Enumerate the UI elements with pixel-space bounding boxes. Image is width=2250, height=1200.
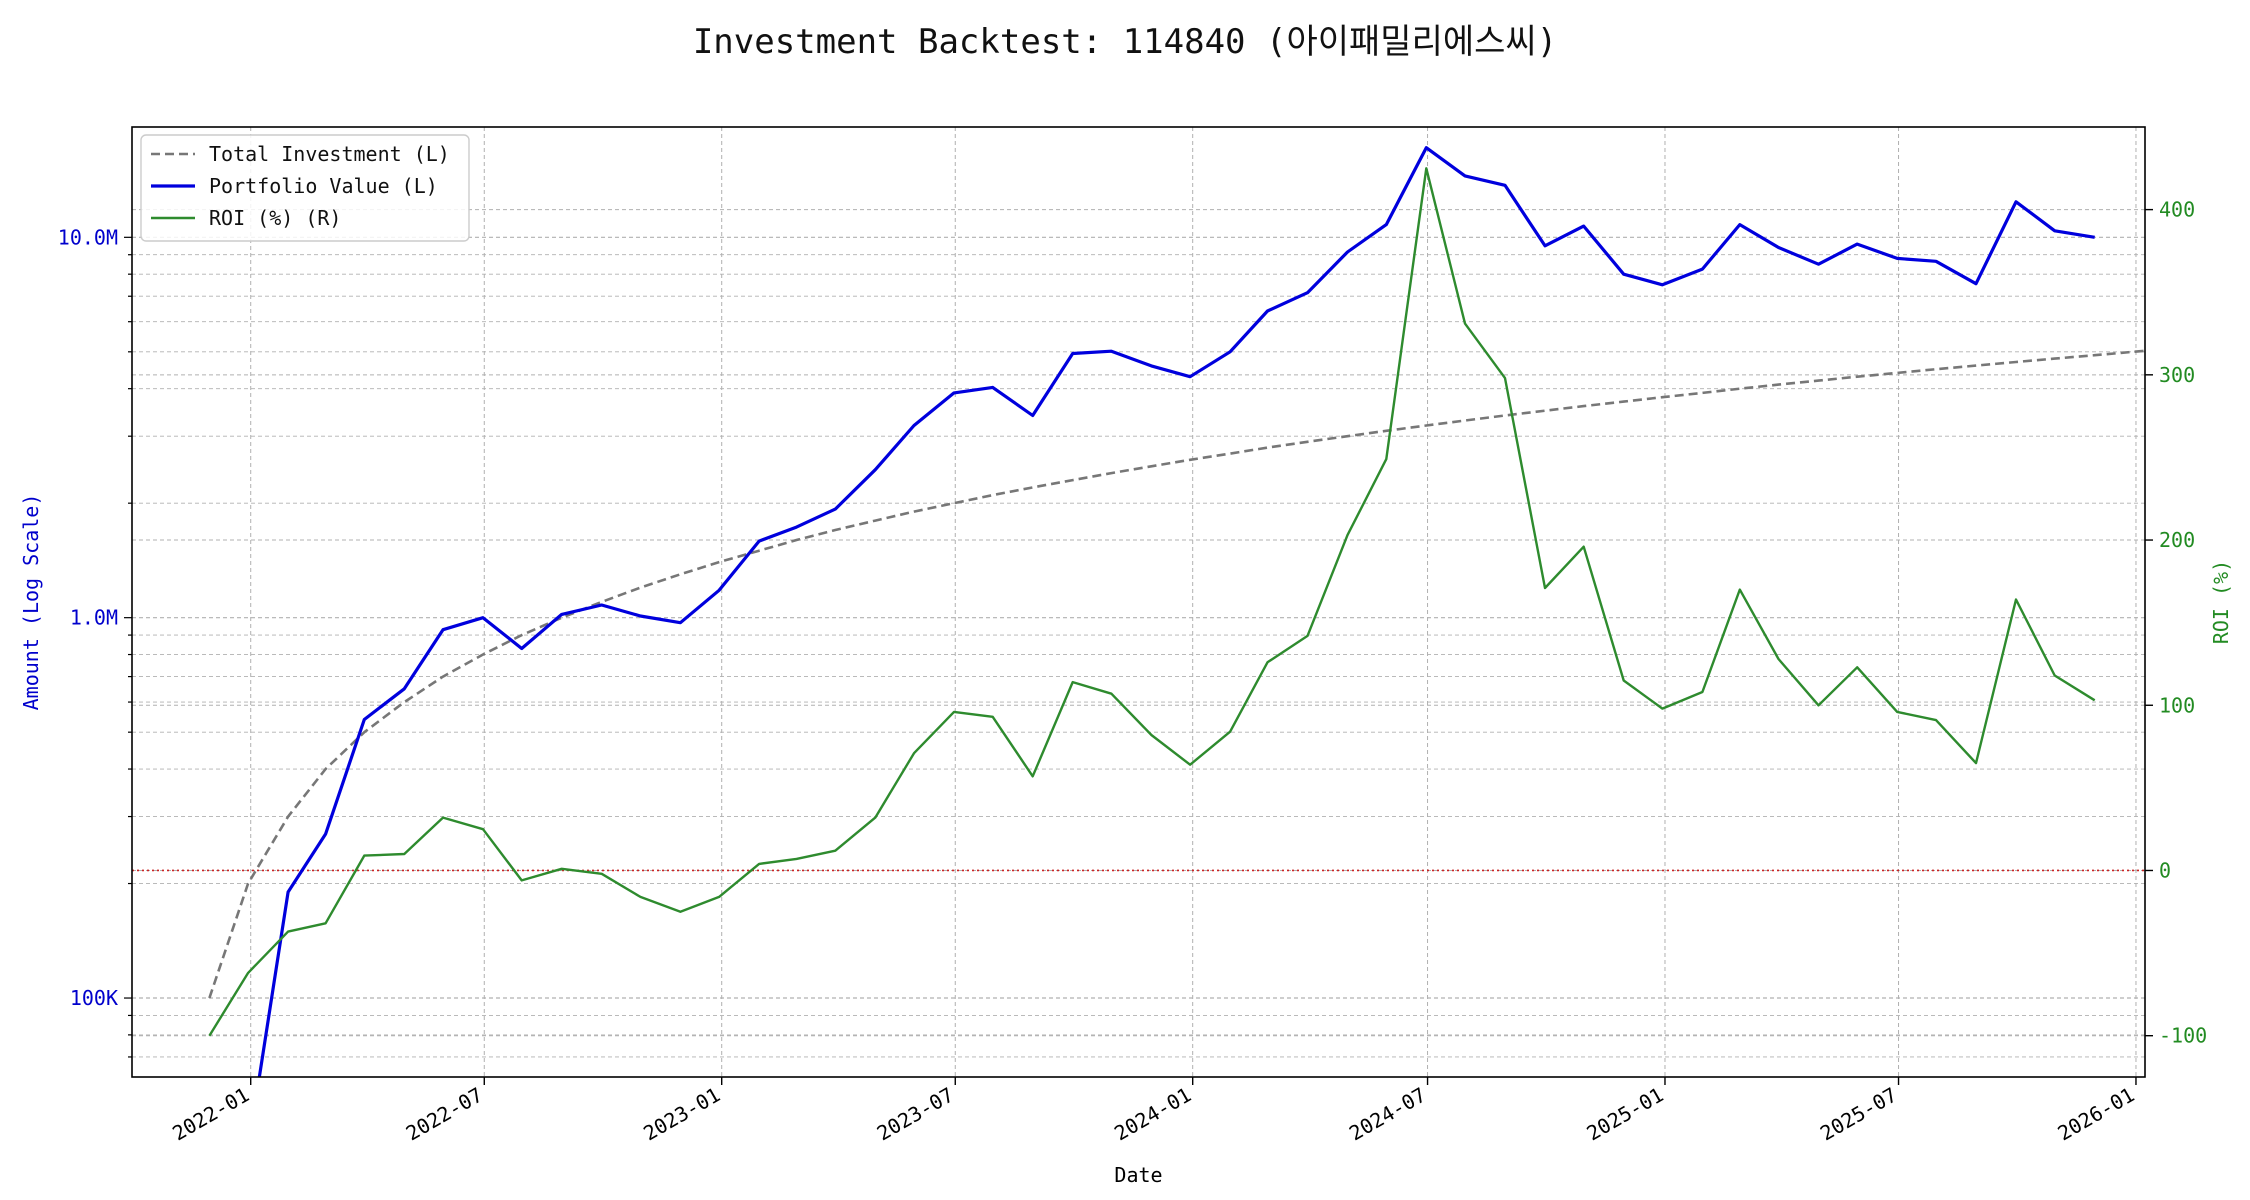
x-tick-label: 2025-01 <box>1582 1083 1667 1146</box>
legend-label: Total Investment (L) <box>209 142 450 166</box>
x-tick-label: 2024-07 <box>1345 1083 1430 1146</box>
legend: Total Investment (L) Portfolio Value (L) R… <box>140 134 470 242</box>
x-tick-label: 2023-07 <box>873 1083 958 1146</box>
plot-frame <box>131 126 2146 1078</box>
y-left-axis-label: Amount (Log Scale) <box>19 494 43 711</box>
chart-title: Investment Backtest: 114840 (아이패밀리에스씨) <box>692 22 1558 62</box>
y-left-tick-label: 10.0M <box>58 225 118 249</box>
y-right-tick-label: 0 <box>2159 858 2171 882</box>
legend-label: ROI (%) (R) <box>209 206 341 230</box>
y-right-tick-label: 400 <box>2159 198 2195 222</box>
x-tick-label: 2024-01 <box>1110 1083 1195 1146</box>
x-tick-label: 2022-01 <box>168 1083 253 1146</box>
x-tick-label: 2025-07 <box>1816 1083 1901 1146</box>
series-group <box>208 146 2145 1077</box>
x-axis-label: Date <box>1114 1163 1162 1187</box>
y-left-tick-label: 100K <box>70 986 118 1010</box>
y-right-tick-label: 300 <box>2159 363 2195 387</box>
series-line-2 <box>208 167 2096 1037</box>
y-left-tick-label: 1.0M <box>70 606 118 630</box>
y-right-tick-label: -100 <box>2159 1024 2207 1048</box>
series-line-0 <box>208 349 2145 999</box>
y-right-tick-label: 200 <box>2159 528 2195 552</box>
grid-lines <box>132 127 2145 1077</box>
x-tick-label: 2022-07 <box>402 1083 487 1146</box>
y-right-axis-label: ROI (%) <box>2209 560 2233 644</box>
legend-box <box>140 134 470 242</box>
x-tick-label: 2026-01 <box>2053 1083 2138 1146</box>
legend-label: Portfolio Value (L) <box>209 174 438 198</box>
x-tick-label: 2023-01 <box>639 1083 724 1146</box>
y-right-tick-label: 100 <box>2159 693 2195 717</box>
series-line-1 <box>257 146 2095 1077</box>
